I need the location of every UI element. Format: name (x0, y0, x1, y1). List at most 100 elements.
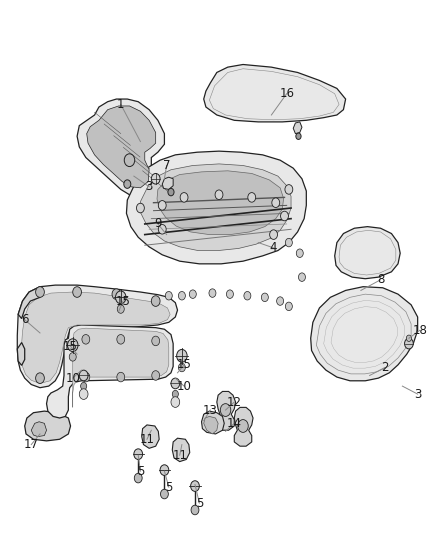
Polygon shape (157, 171, 284, 235)
Circle shape (177, 350, 187, 362)
Polygon shape (17, 285, 177, 387)
Circle shape (35, 373, 44, 383)
Circle shape (277, 297, 284, 305)
Text: 5: 5 (196, 497, 203, 510)
Circle shape (117, 305, 124, 313)
Circle shape (171, 397, 180, 407)
Circle shape (272, 198, 280, 207)
Circle shape (134, 449, 143, 459)
Polygon shape (204, 64, 346, 122)
Circle shape (151, 296, 160, 306)
Polygon shape (127, 151, 306, 264)
Circle shape (134, 473, 142, 483)
Polygon shape (77, 99, 164, 196)
Text: 1: 1 (117, 98, 124, 111)
Polygon shape (234, 407, 253, 446)
Circle shape (270, 230, 278, 239)
Circle shape (178, 364, 185, 372)
Text: 2: 2 (381, 361, 389, 374)
Circle shape (79, 370, 88, 381)
Circle shape (151, 173, 160, 184)
Circle shape (81, 382, 87, 390)
Circle shape (116, 291, 126, 304)
Text: 16: 16 (279, 87, 294, 100)
Polygon shape (142, 425, 159, 448)
Circle shape (178, 292, 185, 300)
Circle shape (73, 287, 81, 297)
Circle shape (35, 287, 44, 297)
Circle shape (152, 336, 159, 346)
Circle shape (168, 188, 174, 196)
Polygon shape (201, 411, 224, 434)
Circle shape (158, 200, 166, 210)
Circle shape (160, 465, 169, 475)
Circle shape (226, 290, 233, 298)
Circle shape (117, 335, 125, 344)
Polygon shape (18, 287, 40, 319)
Circle shape (82, 372, 90, 382)
Circle shape (286, 302, 292, 311)
Circle shape (191, 505, 199, 515)
Circle shape (69, 353, 76, 361)
Circle shape (220, 403, 231, 416)
Circle shape (261, 293, 268, 302)
Text: 3: 3 (145, 180, 153, 193)
Polygon shape (73, 328, 169, 407)
Circle shape (244, 292, 251, 300)
Text: 7: 7 (163, 159, 170, 172)
Polygon shape (293, 122, 302, 134)
Circle shape (165, 292, 172, 300)
Text: 15: 15 (116, 295, 131, 308)
Circle shape (189, 290, 196, 298)
Text: 8: 8 (377, 273, 384, 286)
Circle shape (171, 378, 180, 389)
Circle shape (112, 289, 121, 300)
Circle shape (82, 335, 90, 344)
Text: 11: 11 (172, 449, 187, 462)
Text: 17: 17 (24, 438, 39, 451)
Polygon shape (25, 411, 71, 441)
Text: 6: 6 (21, 313, 28, 326)
Circle shape (124, 180, 131, 188)
Circle shape (124, 154, 135, 166)
Circle shape (160, 489, 168, 499)
Circle shape (117, 372, 125, 382)
Circle shape (296, 249, 303, 257)
Polygon shape (335, 227, 400, 279)
Polygon shape (204, 416, 218, 434)
Polygon shape (311, 287, 418, 381)
Text: 18: 18 (413, 324, 427, 337)
Circle shape (238, 419, 248, 432)
Circle shape (406, 335, 412, 342)
Polygon shape (172, 438, 190, 462)
Circle shape (281, 211, 288, 221)
Text: 9: 9 (154, 217, 162, 230)
Polygon shape (21, 292, 170, 383)
Circle shape (298, 273, 305, 281)
Polygon shape (162, 177, 173, 189)
Circle shape (137, 203, 145, 213)
Text: 10: 10 (65, 372, 80, 385)
Polygon shape (17, 343, 25, 366)
Text: 12: 12 (227, 395, 242, 409)
Circle shape (172, 390, 178, 398)
Text: 14: 14 (227, 417, 242, 430)
Polygon shape (87, 106, 155, 188)
Circle shape (67, 339, 78, 352)
Circle shape (296, 133, 301, 140)
Text: 3: 3 (414, 387, 421, 401)
Circle shape (248, 192, 256, 202)
Polygon shape (217, 391, 236, 430)
Circle shape (209, 289, 216, 297)
Text: 15: 15 (63, 340, 78, 353)
Text: 5: 5 (165, 481, 173, 494)
Circle shape (180, 192, 188, 202)
Text: 15: 15 (177, 358, 191, 372)
Circle shape (285, 184, 293, 194)
Circle shape (405, 338, 413, 349)
Polygon shape (46, 325, 173, 418)
Polygon shape (141, 164, 291, 251)
Text: 5: 5 (137, 465, 144, 478)
Polygon shape (31, 422, 46, 437)
Circle shape (191, 481, 199, 491)
